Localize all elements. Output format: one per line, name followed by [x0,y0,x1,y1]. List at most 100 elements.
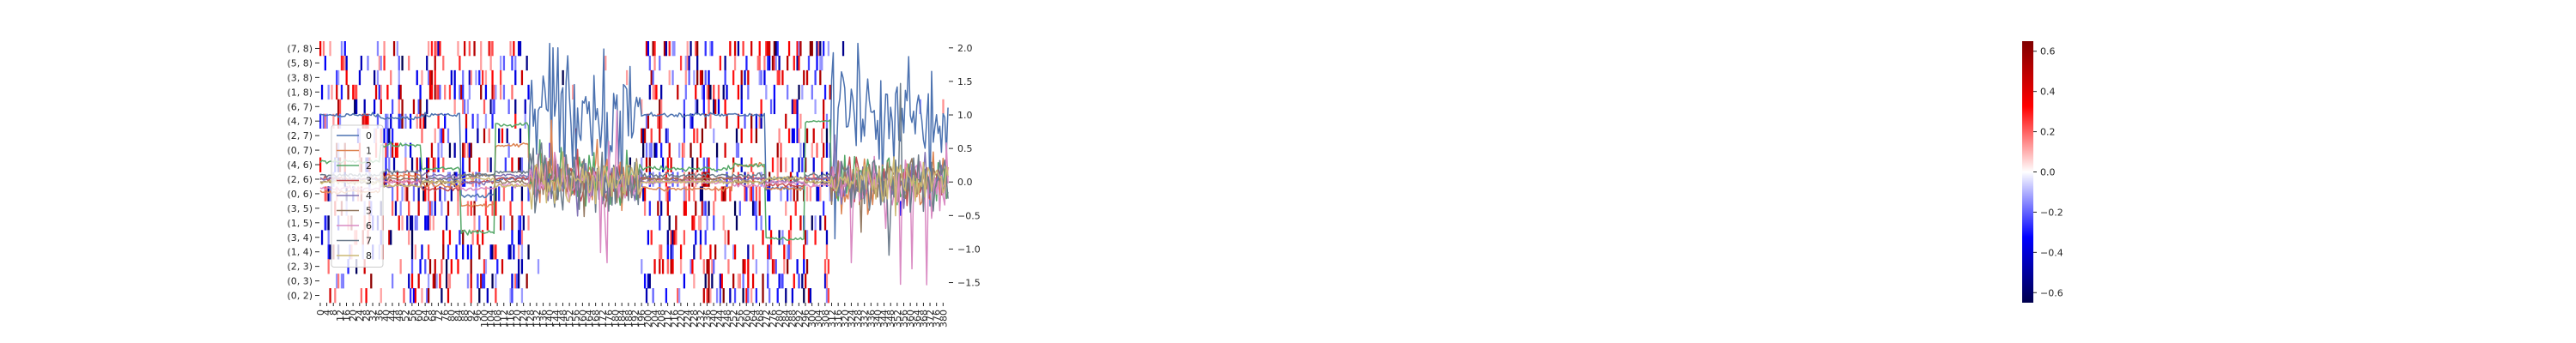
heatmap-cell [434,41,436,57]
heatmap-cell [733,55,737,71]
heatmap-cell [776,41,779,57]
heatmap-cell [740,99,743,115]
heatmap-cell [473,41,476,57]
column-tick-label: 148 [557,310,568,328]
heatmap-cell [798,128,800,143]
heatmap-cell [491,244,494,260]
heatmap-cell [684,186,687,202]
heatmap-cell [504,157,507,172]
heatmap-cell [829,186,831,202]
column-tick-label: 232 [696,310,707,328]
heatmap-cell [678,288,681,304]
heatmap-cell [645,113,648,129]
heatmap-cell [825,244,829,260]
heatmap-cell [657,201,659,216]
heatmap-cell [660,244,663,260]
heatmap-cell [484,201,488,216]
heatmap-cell [823,201,825,216]
heatmap-cell [385,142,387,158]
heatmap-cell [771,157,775,172]
column-tick-label: 144 [551,310,562,328]
heatmap-cell [427,244,430,260]
heatmap-cell [322,113,325,129]
heatmap-cell [708,157,710,172]
heatmap-cell [427,201,430,216]
heatmap-cell [794,99,797,115]
heatmap-cell [427,157,430,172]
heatmap-cell [519,41,522,57]
heatmap-cell [519,215,522,231]
heatmap-cell [803,69,805,86]
heatmap-cell [733,41,737,57]
heatmap-cell [462,230,465,245]
heatmap-cell [726,84,728,100]
heatmap-cell [643,201,647,216]
heatmap-cell [391,128,394,143]
heatmap-cell [445,274,448,289]
series-line-0 [319,42,949,240]
heatmap-cell [767,41,769,57]
column-tick-label: 20 [348,310,359,322]
heatmap-cell [696,69,699,86]
heatmap-cell [547,172,550,187]
heatmap-cell [363,113,366,129]
heatmap-cell [659,113,661,129]
heatmap-cell [401,186,404,202]
heatmap-cell [408,201,410,216]
row-tick-label: (4, 6) [287,159,313,171]
heatmap-cell [767,55,769,71]
heatmap-cell [823,142,825,158]
heatmap-cell [762,230,764,245]
heatmap-cell [811,215,813,231]
colorbar-tick-label: 0.4 [2040,87,2056,98]
heatmap-cell [708,259,710,274]
heatmap-cell [791,99,794,115]
heatmap-cell [747,84,750,100]
heatmap-cell [699,244,702,260]
heatmap-cell [778,230,781,245]
heatmap-cell [440,128,443,143]
heatmap-cell [491,274,494,289]
heatmap-cell [342,55,344,71]
heatmap-cell [793,186,795,202]
heatmap-cell [361,113,364,129]
heatmap-cell [442,157,445,172]
heatmap-cell [742,288,744,304]
heatmap-cell [437,113,440,129]
heatmap-cell [799,142,802,158]
heatmap-cell [650,142,653,158]
heatmap-cell [695,230,697,245]
heatmap-cell [747,259,750,274]
heatmap-cell [758,69,761,86]
heatmap-cell [755,201,758,216]
legend-label: 4 [366,190,372,202]
heatmap-cell [745,186,748,202]
heatmap-cell [434,128,436,143]
column-tick-label: 156 [571,310,582,328]
heatmap-cell [738,274,741,289]
heatmap-cell [709,113,712,129]
heatmap-cell [345,55,348,71]
heatmap-cell [659,128,661,143]
heatmap-cell [670,244,672,260]
heatmap-cell [758,186,761,202]
heatmap-cell [789,244,793,260]
heatmap-cell [434,186,436,202]
heatmap-cell [475,172,477,187]
heatmap-cell [659,259,661,274]
heatmap-cell [481,69,484,86]
heatmap-cell [780,274,782,289]
heatmap-cell [711,41,714,57]
heatmap-cell [520,201,524,216]
heatmap-cell [517,215,520,231]
heatmap-cell [679,244,683,260]
heatmap-cell [427,69,430,86]
heatmap-cell [519,230,522,245]
heatmap-cell [773,259,776,274]
heatmap-cell [708,201,710,216]
heatmap-cell [380,84,382,100]
heatmap-cell [681,142,684,158]
heatmap-cell [365,113,368,129]
column-tick-label: 124 [519,310,530,328]
